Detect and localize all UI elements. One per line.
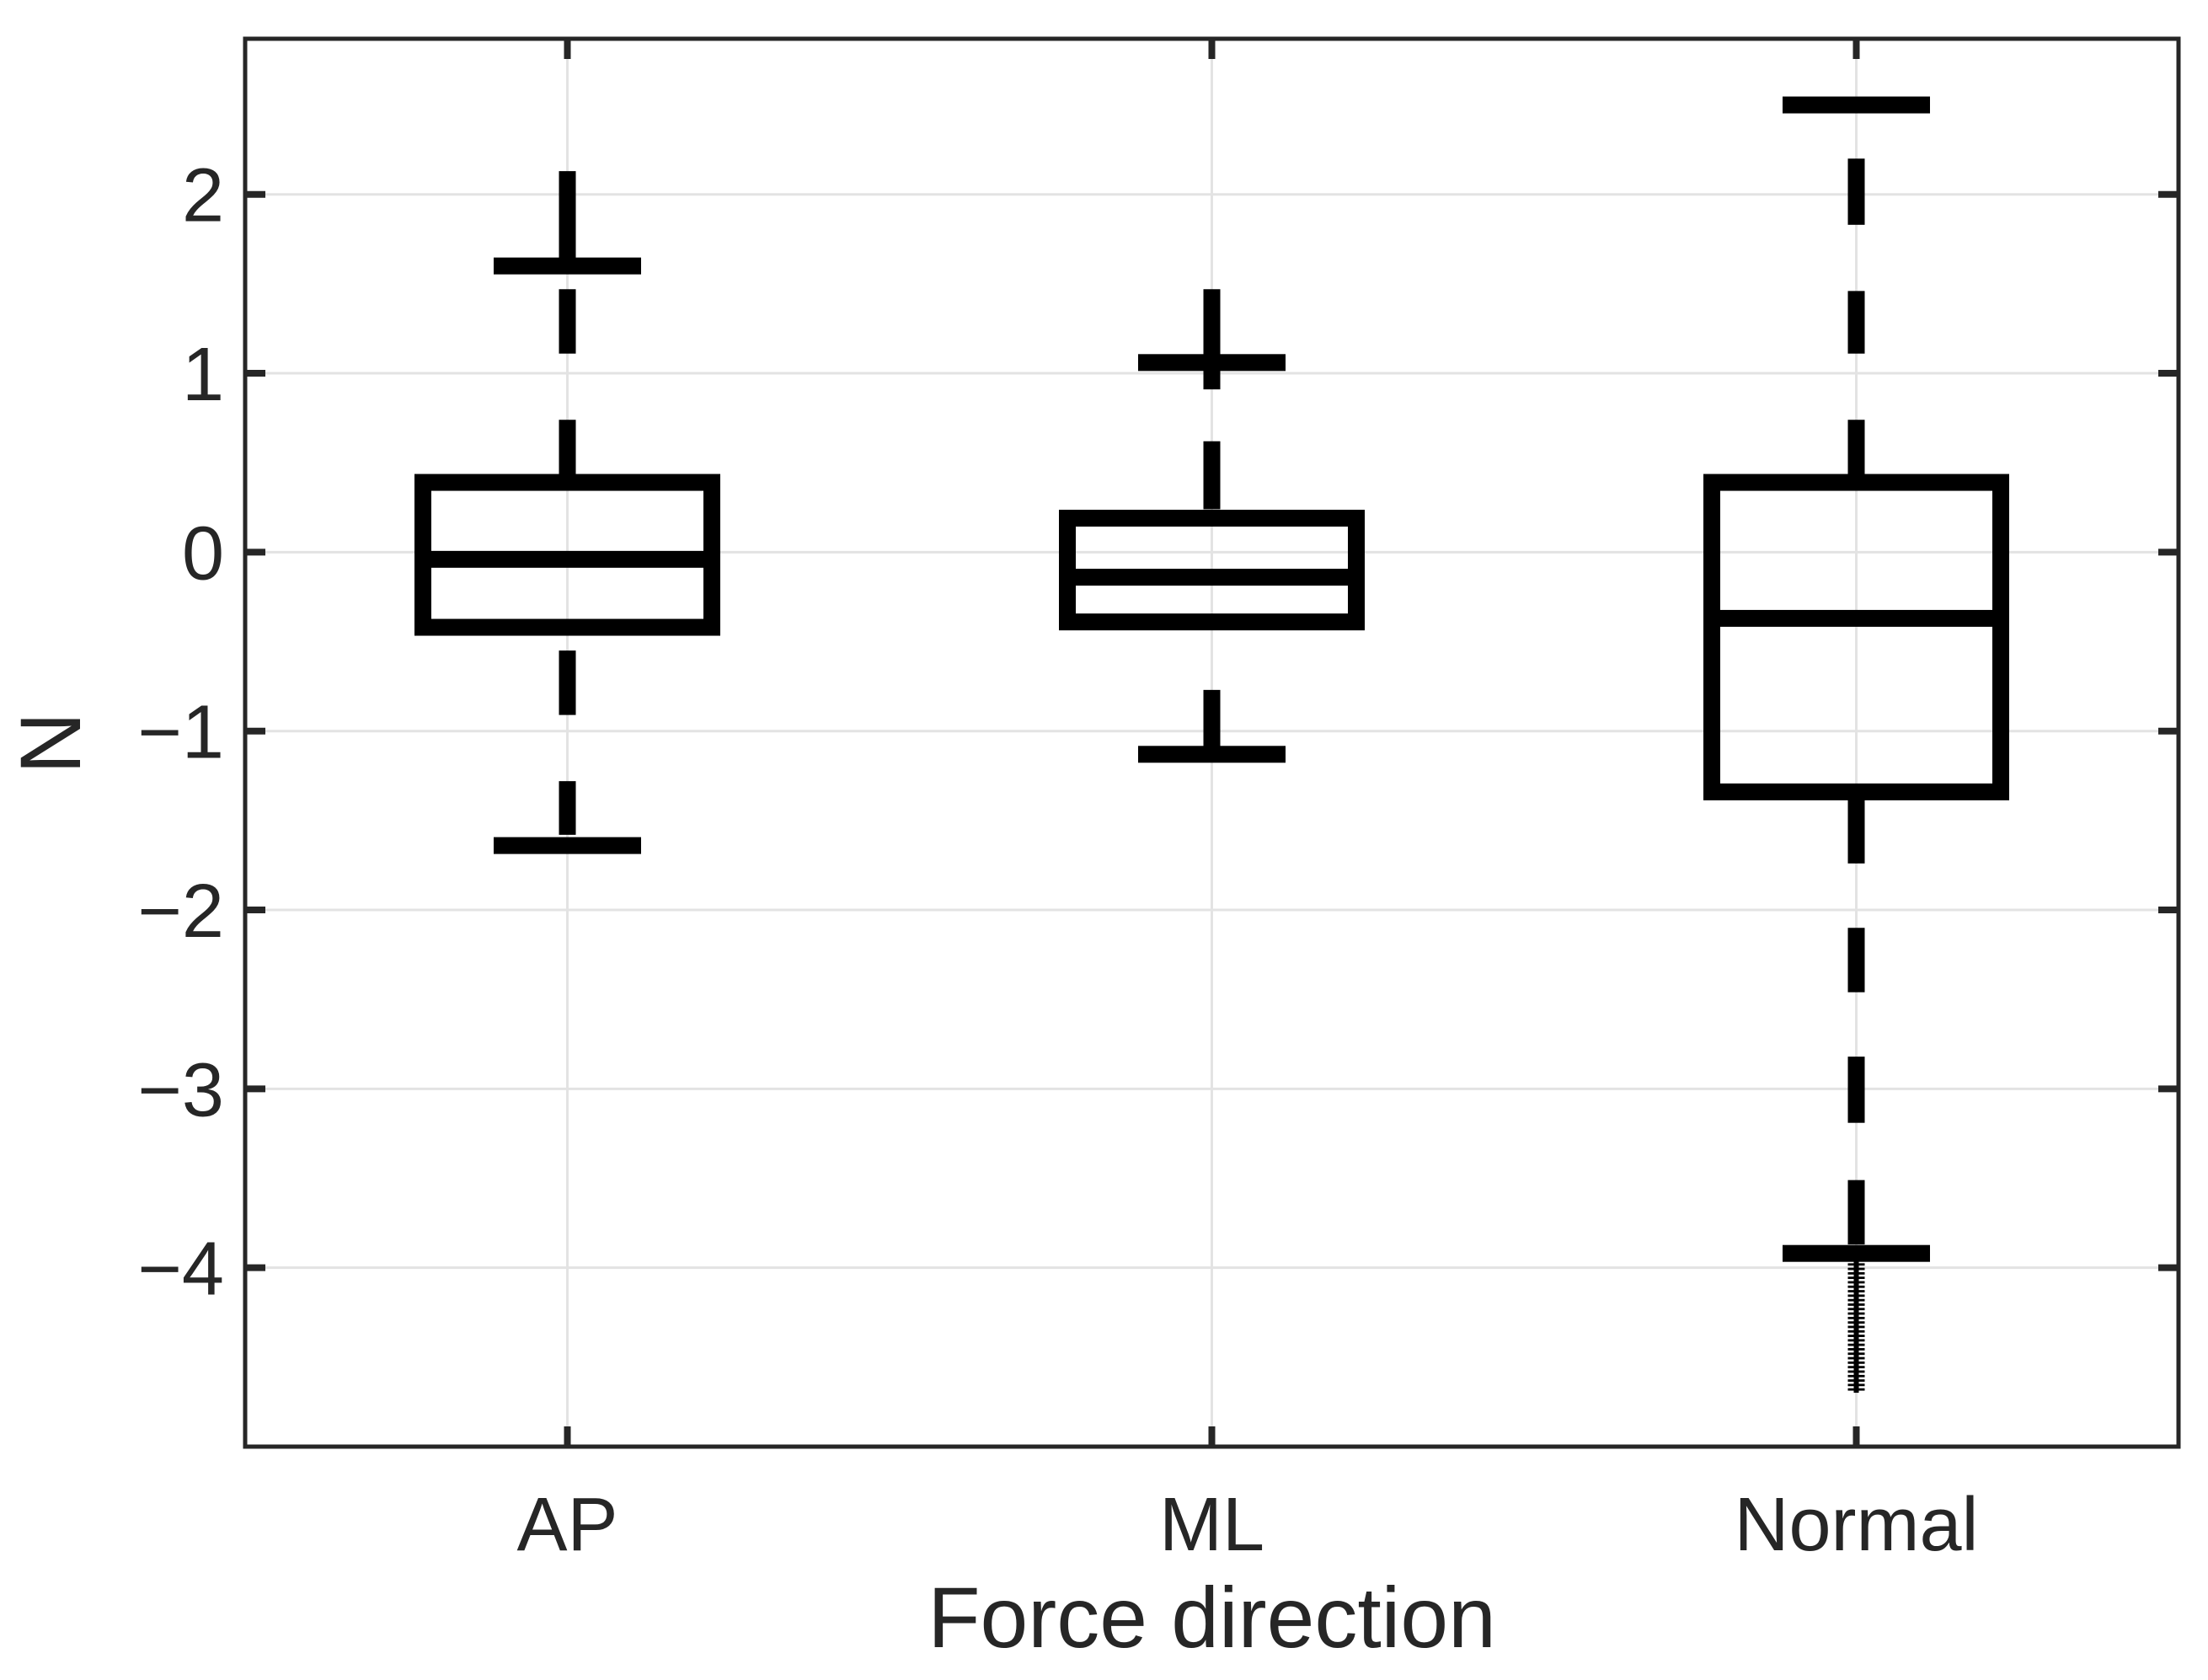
outlier-ladder-rung-Normal (1847, 1294, 1865, 1297)
y-tick-label--2: −2 (137, 869, 224, 954)
whisker-cap-low-ML (1138, 746, 1286, 763)
outlier-ladder-rung-Normal (1847, 1281, 1865, 1284)
whisker-upper-dash-AP-1 (559, 420, 576, 476)
outlier-ladder-rung-Normal (1847, 1374, 1865, 1378)
outlier-ladder-rung-Normal (1847, 1298, 1865, 1302)
outlier-ladder-rung-Normal (1847, 1321, 1865, 1324)
whisker-upper-dash-AP-0 (559, 289, 576, 354)
outlier-ladder-rung-Normal (1847, 1348, 1865, 1351)
whisker-cap-low-Normal (1783, 1244, 1930, 1262)
whisker-lower-dash-Normal-3 (1847, 1180, 1865, 1245)
y-tick-label-1: 1 (182, 333, 224, 417)
y-tick-label--4: −4 (137, 1228, 224, 1312)
whisker-cap-high-AP (494, 257, 641, 275)
whisker-lower-dash-ML-0 (1203, 689, 1221, 747)
outlier-ladder-rung-Normal (1847, 1379, 1865, 1382)
whisker-lower-dash-Normal-1 (1847, 928, 1865, 992)
outlier-ladder-rung-Normal (1847, 1290, 1865, 1292)
outlier-ladder-rung-Normal (1847, 1339, 1865, 1342)
y-axis-title: N (2, 712, 99, 774)
whisker-cap-high-ML (1138, 354, 1286, 372)
whisker-upper-dash-Normal-1 (1847, 291, 1865, 354)
outlier-ladder-rung-Normal (1847, 1316, 1865, 1319)
outlier-ladder-rung-Normal (1847, 1263, 1865, 1266)
whisker-lower-dash-AP-1 (559, 781, 576, 835)
outlier-ladder-rung-Normal (1847, 1285, 1865, 1288)
median-line-Normal (1703, 609, 2009, 627)
outlier-ladder-rung-Normal (1847, 1271, 1865, 1275)
whisker-cap-high-Normal (1783, 96, 1930, 114)
x-axis-title: Force direction (928, 1570, 1496, 1666)
outlier-ladder-rung-Normal (1847, 1383, 1865, 1387)
outlier-column-high-ML (1203, 289, 1221, 390)
whisker-upper-dash-ML-0 (1203, 441, 1221, 510)
whisker-cap-low-AP (494, 837, 641, 854)
outlier-ladder-rung-Normal (1847, 1303, 1865, 1306)
outlier-ladder-rung-Normal (1847, 1312, 1865, 1315)
outlier-ladder-rung-Normal (1847, 1276, 1865, 1280)
whisker-upper-dash-Normal-2 (1847, 420, 1865, 476)
outlier-ladder-rung-Normal (1847, 1343, 1865, 1346)
x-tick-label-ML: ML (1159, 1483, 1264, 1567)
median-line-ML (1059, 569, 1365, 586)
outlier-ladder-rung-Normal (1847, 1388, 1865, 1391)
outlier-ladder-rung-Normal (1847, 1366, 1865, 1369)
y-tick-label--3: −3 (137, 1048, 224, 1132)
whisker-upper-dash-Normal-0 (1847, 158, 1865, 225)
y-tick-label-2: 2 (182, 154, 224, 238)
outlier-ladder-rung-Normal (1847, 1335, 1865, 1337)
outlier-ladder-rung-Normal (1847, 1267, 1865, 1271)
y-tick-label-0: 0 (182, 511, 224, 596)
median-line-AP (414, 550, 720, 568)
outlier-ladder-rung-Normal (1847, 1352, 1865, 1356)
whisker-lower-dash-Normal-0 (1847, 799, 1865, 864)
y-tick-label--1: −1 (137, 691, 224, 775)
whisker-lower-dash-AP-0 (559, 650, 576, 715)
outlier-ladder-rung-Normal (1847, 1361, 1865, 1364)
iqr-box-Normal (1703, 474, 2009, 800)
outlier-ladder-rung-Normal (1847, 1370, 1865, 1373)
outlier-ladder-rung-Normal (1847, 1325, 1865, 1329)
x-tick-label-AP: AP (516, 1483, 617, 1567)
outlier-ladder-rung-Normal (1847, 1356, 1865, 1360)
whisker-lower-dash-Normal-2 (1847, 1057, 1865, 1123)
outlier-ladder-spine-Normal (1853, 1259, 1859, 1394)
outlier-column-high-AP (559, 171, 576, 274)
x-tick-label-Normal: Normal (1734, 1483, 1978, 1567)
outlier-ladder-rung-Normal (1847, 1330, 1865, 1333)
outlier-ladder-rung-Normal (1847, 1308, 1865, 1311)
